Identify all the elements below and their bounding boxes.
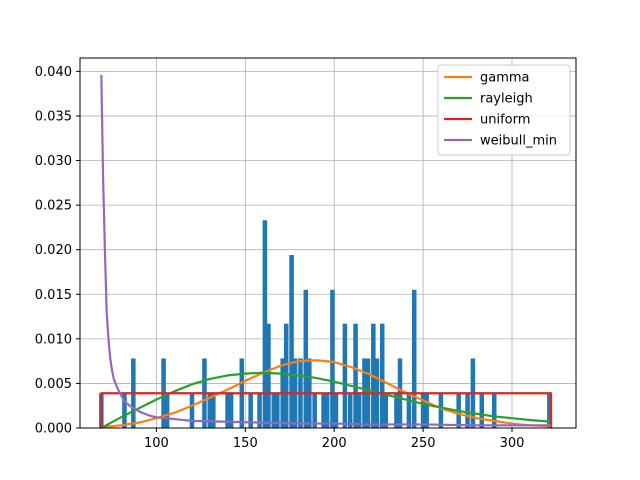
x-tick-label: 300 — [500, 436, 525, 451]
x-tick-label: 100 — [144, 436, 169, 451]
series-line-rayleigh — [100, 371, 552, 429]
series-line-weibull_min — [100, 74, 552, 427]
histogram-bar — [228, 393, 234, 428]
histogram-bar — [289, 255, 294, 428]
histogram-bar — [225, 393, 230, 428]
legend-label-gamma: gamma — [480, 71, 530, 86]
histogram-bar — [394, 393, 399, 428]
x-axis-ticks: 100 150 200 250 300 — [144, 428, 524, 451]
histogram-bar — [383, 393, 389, 428]
histogram-bar — [321, 393, 326, 428]
y-tick-label: 0.000 — [35, 422, 72, 437]
histogram-bar — [164, 393, 170, 428]
legend-label-uniform: uniform — [480, 113, 530, 128]
histogram-bar — [547, 393, 552, 428]
histogram-bar — [342, 323, 348, 428]
histogram-bar — [438, 393, 444, 428]
series-line-gamma — [101, 359, 552, 429]
y-tick-label: 0.030 — [35, 154, 72, 169]
histogram-bar — [465, 393, 470, 428]
y-tick-label: 0.040 — [35, 65, 72, 80]
histogram-bar — [207, 393, 213, 428]
plot-area-frame — [79, 57, 577, 429]
histogram-bar — [262, 220, 268, 428]
histogram-bar — [353, 323, 358, 428]
histogram-bar — [356, 393, 362, 428]
histogram-bar — [312, 393, 317, 428]
histogram-bar — [420, 393, 426, 428]
histogram-bar — [479, 393, 485, 428]
histogram-bar — [411, 289, 417, 428]
density-lines — [100, 74, 553, 429]
y-tick-label: 0.015 — [35, 288, 72, 303]
y-tick-label: 0.025 — [35, 199, 72, 214]
y-tick-label: 0.010 — [35, 332, 72, 347]
y-axis-ticks: 0.000 0.005 0.010 0.015 0.020 0.025 0.030 0.035… — [35, 65, 80, 437]
x-tick-label: 150 — [233, 436, 258, 451]
y-tick-label: 0.005 — [35, 377, 72, 392]
series-line-uniform — [100, 392, 553, 428]
histogram-bar — [211, 393, 216, 428]
histogram-bar — [324, 393, 330, 428]
legend-box — [437, 64, 571, 156]
y-tick-label: 0.020 — [35, 243, 72, 258]
histogram-bar — [424, 393, 429, 428]
histogram-bar — [189, 393, 195, 428]
histogram-bar — [248, 393, 253, 428]
histogram-bar — [406, 393, 412, 428]
x-tick-label: 200 — [322, 436, 347, 451]
histogram-bar — [303, 289, 309, 428]
legend-label-rayleigh: rayleigh — [480, 92, 533, 107]
histogram-bar — [330, 289, 335, 428]
histogram-bar — [491, 393, 497, 428]
histogram-bar — [257, 393, 262, 428]
legend-label-weibull_min: weibull_min — [480, 134, 557, 149]
y-tick-label: 0.035 — [35, 109, 72, 124]
histogram-bar — [333, 393, 339, 428]
x-tick-label: 250 — [411, 436, 436, 451]
histogram-bar — [275, 393, 280, 428]
legend: gamma rayleigh uniform weibull_min — [437, 64, 571, 156]
histogram-bar — [283, 323, 289, 428]
histogram-bar — [271, 393, 277, 428]
histogram-bar — [122, 393, 127, 428]
histogram-bar — [266, 323, 271, 428]
histogram-bar — [347, 393, 353, 428]
histogram-bar — [379, 323, 385, 428]
